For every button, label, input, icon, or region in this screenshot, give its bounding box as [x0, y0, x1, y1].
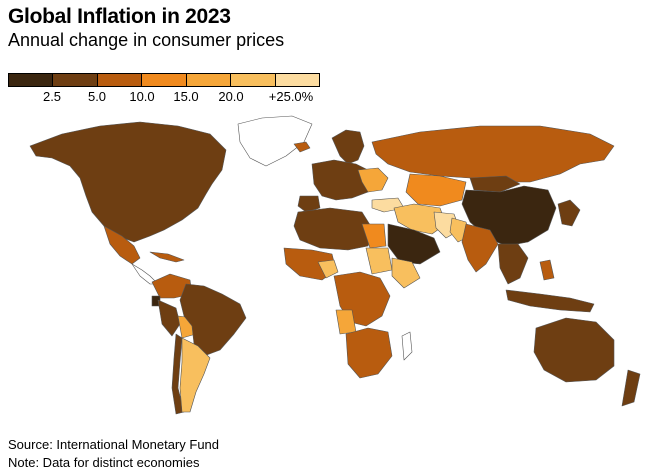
region-southeast-asia — [497, 243, 529, 285]
region-russia — [371, 125, 615, 183]
region-sudan — [365, 247, 393, 275]
region-new-zealand — [621, 369, 641, 407]
region-egypt — [361, 223, 387, 249]
chart-subtitle: Annual change in consumer prices — [8, 30, 285, 50]
world-inflation-map — [29, 115, 641, 415]
legend-swatch — [97, 74, 143, 86]
color-legend: 2.5 5.0 10.0 15.0 20.0 +25.0% — [8, 73, 320, 109]
region-india — [461, 223, 499, 273]
region-north-africa — [293, 207, 373, 251]
source-note: Source: International Monetary Fund — [8, 437, 220, 452]
region-argentina — [179, 337, 211, 413]
legend-swatch — [53, 74, 98, 86]
region-australia — [533, 317, 615, 383]
legend-swatch — [231, 74, 276, 86]
legend-color-scale — [8, 73, 320, 87]
region-southern-africa — [345, 327, 393, 379]
region-arabia — [387, 223, 441, 265]
region-brazil — [179, 283, 247, 357]
region-eastern-europe — [357, 167, 389, 193]
legend-tick-label: 5.0 — [87, 89, 107, 104]
chart-title: Global Inflation in 2023 — [8, 5, 231, 28]
legend-tick-label: +25.0% — [268, 89, 314, 104]
region-ethiopia — [391, 257, 421, 289]
legend-swatch — [186, 74, 232, 86]
region-indonesia — [505, 289, 595, 313]
legend-tick-label: 15.0 — [173, 89, 199, 104]
region-madagascar — [401, 331, 413, 361]
legend-tick-label: 2.5 — [42, 89, 62, 104]
data-note: Note: Data for distinct economies — [8, 455, 200, 470]
region-iceland — [293, 141, 311, 153]
region-central-asia — [405, 173, 467, 207]
legend-tick-label: 10.0 — [129, 89, 155, 104]
region-peru — [157, 299, 181, 337]
region-mexico — [103, 225, 141, 265]
legend-swatch — [275, 74, 319, 86]
region-nigeria — [317, 259, 339, 279]
region-caribbean — [149, 251, 185, 263]
legend-tick-label: 20.0 — [218, 89, 244, 104]
region-korea-japan — [557, 199, 581, 227]
region-greenland — [237, 115, 313, 167]
legend-swatch — [9, 74, 54, 86]
region-mongolia — [469, 175, 521, 193]
region-canada-usa — [29, 121, 227, 243]
region-philippines — [539, 259, 555, 281]
legend-swatch — [142, 74, 187, 86]
region-scandinavia — [331, 129, 365, 165]
legend-tick-labels: 2.5 5.0 10.0 15.0 20.0 +25.0% — [8, 89, 320, 107]
